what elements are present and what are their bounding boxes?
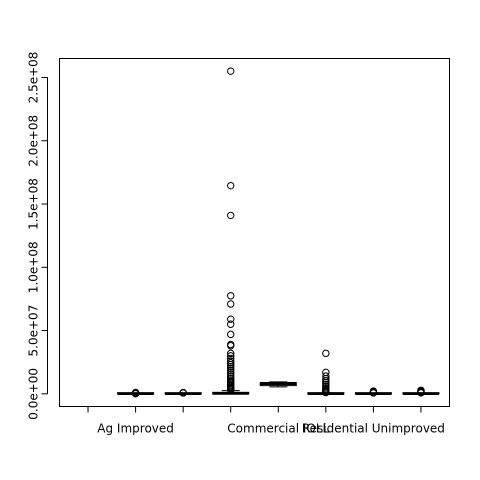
outlier-point: [227, 386, 235, 394]
outlier-point: [322, 349, 330, 358]
y-tick-label: 0.0e+00: [27, 368, 41, 420]
outlier-point: [227, 361, 235, 369]
outlier-point: [227, 315, 235, 323]
outlier-point: [227, 349, 235, 358]
outlier-point: [227, 357, 235, 365]
y-axis: 0.0e+00 5.0e+07 1.0e+08 1.5e+08 2.0e+08 2.5e+…: [27, 52, 48, 420]
outlier-point: [227, 181, 235, 190]
box-group: [402, 386, 440, 397]
y-tick-label: 2.5e+08: [27, 52, 41, 104]
outlier-point: [417, 389, 425, 397]
outlier-point: [227, 370, 235, 378]
box-group: [307, 349, 345, 397]
outlier-point: [227, 366, 235, 375]
box-group: [164, 388, 202, 397]
x-tick-label: Ag Improved: [97, 422, 174, 436]
outlier-point: [227, 352, 235, 360]
outlier-point: [227, 320, 235, 328]
outlier-point: [369, 389, 378, 397]
outlier-point: [227, 364, 235, 373]
outlier-point: [322, 374, 330, 383]
y-tick-label: 2.0e+08: [27, 115, 41, 167]
outlier-point: [227, 342, 235, 350]
outlier-point: [322, 388, 330, 397]
outlier-point: [322, 376, 330, 385]
y-tick-label: 1.0e+08: [27, 241, 41, 293]
outlier-point: [227, 292, 235, 300]
x-tick-label: Commercial IOLL: [227, 422, 329, 436]
plot-frame: [59, 58, 450, 407]
y-tick-label: 5.0e+07: [27, 305, 41, 357]
box-group: [259, 381, 297, 388]
outlier-point: [227, 330, 235, 339]
outlier-point: [227, 67, 235, 75]
outlier-point: [227, 300, 235, 308]
box-group: [354, 387, 392, 397]
outlier-point: [131, 389, 140, 398]
outlier-point: [179, 389, 187, 397]
outlier-point: [227, 359, 235, 367]
x-tick-label: Residential Unimproved: [302, 422, 445, 436]
outlier-point: [227, 362, 235, 371]
box-group: [212, 67, 250, 395]
box-group: [117, 388, 155, 398]
outlier-point: [227, 211, 235, 220]
boxes: [117, 67, 440, 398]
y-tick-label: 1.5e+08: [27, 178, 41, 230]
outlier-point: [227, 368, 235, 377]
